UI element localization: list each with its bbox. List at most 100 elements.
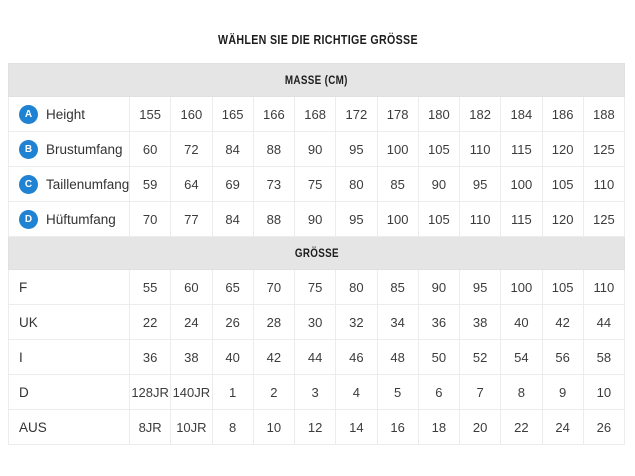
value-cell: 72	[170, 131, 213, 167]
value-cell: 28	[252, 304, 296, 340]
value-cell: 80	[335, 269, 378, 305]
row-label-wrap: C Taillenumfang	[19, 174, 130, 194]
row-label-cell: B Brustumfang	[8, 131, 130, 167]
measure-badge-b-icon: B	[19, 139, 38, 159]
measure-badge-c-icon: C	[19, 174, 38, 194]
value-cell: 8	[500, 374, 543, 410]
value-cell: 95	[335, 201, 378, 237]
value-cell: 2	[252, 374, 296, 410]
value-cell: 84	[211, 201, 254, 237]
value-cell: 59	[128, 166, 172, 202]
value-cell: 34	[376, 304, 419, 340]
row-label-cell: C Taillenumfang	[8, 166, 130, 202]
value-cell: 70	[128, 201, 172, 237]
table-row: B Brustumfang 60 72 84 88 90 95 100 105 110 115 120 1…	[8, 131, 626, 167]
row-label: F	[19, 279, 28, 295]
value-cell: 60	[170, 269, 213, 305]
value-cell: 75	[293, 166, 337, 202]
value-cell: 10	[582, 374, 626, 410]
value-cell: 182	[458, 96, 502, 132]
value-cell: 100	[500, 269, 543, 305]
value-cell: 95	[335, 131, 378, 167]
table-row: D Hüftumfang 70 77 84 88 90 95 100 105 110 115 120 12…	[8, 201, 626, 237]
value-cell: 1	[211, 374, 254, 410]
row-label: I	[19, 349, 23, 365]
value-cell: 44	[293, 339, 337, 375]
value-cell: 110	[458, 131, 502, 167]
row-label: Brustumfang	[46, 141, 123, 157]
row-label-cell: D Hüftumfang	[8, 201, 130, 237]
measure-badge-a-icon: A	[19, 104, 38, 124]
value-cell: 40	[500, 304, 543, 340]
value-cell: 85	[376, 269, 419, 305]
value-cell: 90	[293, 131, 337, 167]
row-label-cell: UK	[8, 304, 130, 340]
size-guide-title-text: WÄHLEN SIE DIE RICHTIGE GRÖSSE	[217, 32, 418, 47]
value-cell: 69	[211, 166, 254, 202]
value-cell: 180	[417, 96, 461, 132]
section-header-label: GRÖSSE	[294, 246, 339, 260]
value-cell: 77	[170, 201, 213, 237]
value-cell: 3	[293, 374, 337, 410]
value-cell: 10	[252, 409, 296, 445]
value-cell: 65	[211, 269, 254, 305]
value-cell: 22	[128, 304, 172, 340]
row-label-wrap: A Height	[19, 104, 86, 124]
section-header-cell: MASSE (CM)	[8, 63, 625, 97]
value-cell: 9	[541, 374, 584, 410]
measure-badge-d-icon: D	[19, 209, 38, 229]
value-cell: 54	[500, 339, 543, 375]
value-cell: 18	[417, 409, 461, 445]
value-cell: 5	[376, 374, 419, 410]
value-cell: 4	[335, 374, 378, 410]
value-cell: 26	[582, 409, 626, 445]
value-cell: 120	[541, 131, 584, 167]
size-table: MASSE (CM) A Height 155 160 165 166 168 172 178 18…	[8, 63, 626, 445]
value-cell: 110	[582, 166, 626, 202]
value-cell: 7	[458, 374, 502, 410]
value-cell: 90	[417, 269, 461, 305]
value-cell: 12	[293, 409, 337, 445]
value-cell: 168	[293, 96, 337, 132]
row-label-cell: D	[8, 374, 130, 410]
row-label-wrap: B Brustumfang	[19, 139, 123, 159]
row-label: Height	[46, 106, 86, 122]
row-label: Taillenumfang	[46, 176, 130, 192]
value-cell: 30	[293, 304, 337, 340]
table-row: UK 22 24 26 28 30 32 34 36 38 40 42 44	[8, 304, 626, 340]
value-cell: 115	[500, 201, 543, 237]
value-cell: 38	[458, 304, 502, 340]
value-cell: 56	[541, 339, 584, 375]
table-row: I 36 38 40 42 44 46 48 50 52 54 56 58	[8, 339, 626, 375]
value-cell: 42	[541, 304, 584, 340]
value-cell: 90	[293, 201, 337, 237]
value-cell: 186	[541, 96, 584, 132]
value-cell: 42	[252, 339, 296, 375]
row-label: AUS	[19, 419, 47, 435]
table-row: D 128JR 140JR 1 2 3 4 5 6 7 8 9 10	[8, 374, 626, 410]
value-cell: 100	[376, 201, 419, 237]
value-cell: 24	[170, 304, 213, 340]
value-cell: 120	[541, 201, 584, 237]
value-cell: 48	[376, 339, 419, 375]
value-cell: 10JR	[170, 409, 213, 445]
value-cell: 100	[500, 166, 543, 202]
row-label-wrap: F	[19, 280, 27, 295]
value-cell: 88	[252, 201, 296, 237]
value-cell: 160	[170, 96, 213, 132]
value-cell: 140JR	[170, 374, 213, 410]
row-label-cell: I	[8, 339, 130, 375]
value-cell: 8	[211, 409, 254, 445]
value-cell: 75	[293, 269, 337, 305]
row-label: Hüftumfang	[46, 211, 116, 227]
value-cell: 60	[128, 131, 172, 167]
row-label-wrap: UK	[19, 315, 38, 330]
value-cell: 85	[376, 166, 419, 202]
value-cell: 172	[335, 96, 378, 132]
size-guide-panel: WÄHLEN SIE DIE RICHTIGE GRÖSSE MASSE (CM…	[0, 32, 635, 476]
value-cell: 90	[417, 166, 461, 202]
value-cell: 100	[376, 131, 419, 167]
value-cell: 58	[582, 339, 626, 375]
value-cell: 73	[252, 166, 296, 202]
value-cell: 70	[252, 269, 296, 305]
